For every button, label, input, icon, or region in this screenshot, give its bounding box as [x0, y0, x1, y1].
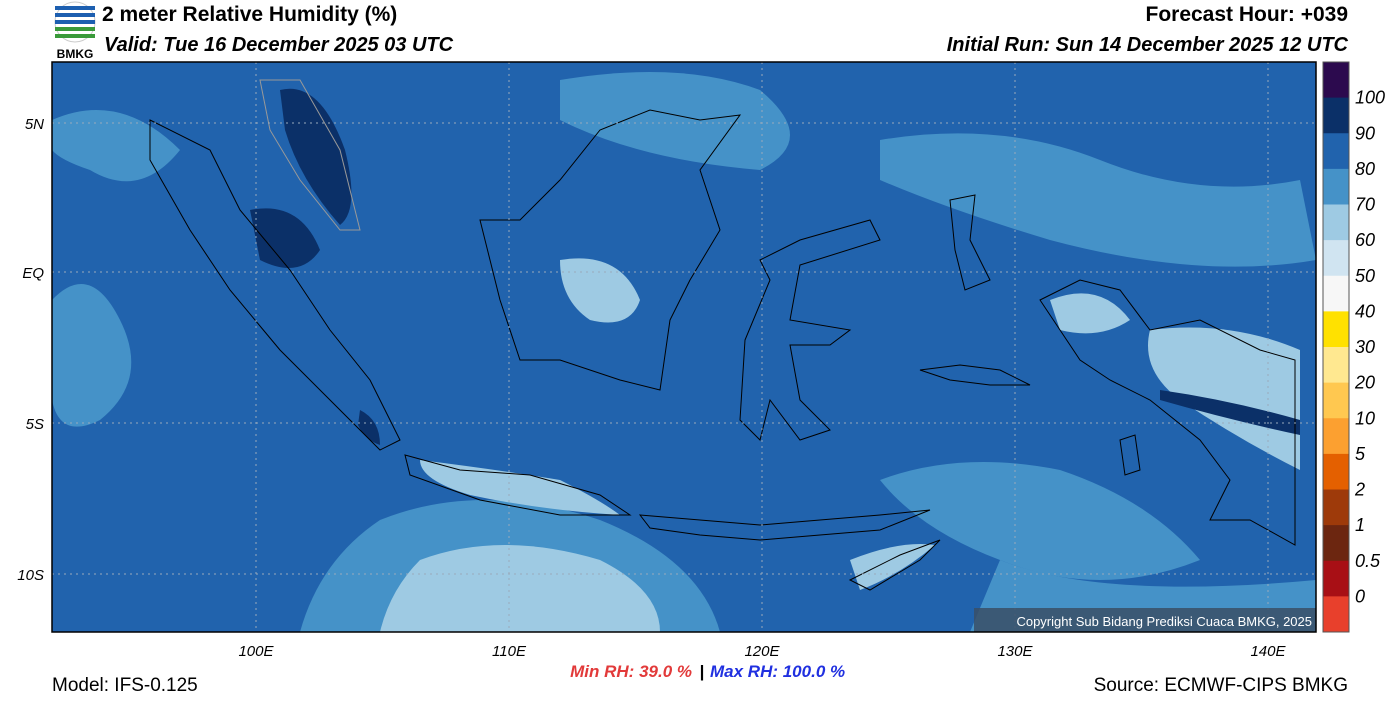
colorbar-segment	[1323, 62, 1349, 99]
colorbar-label: 30	[1355, 337, 1375, 357]
colorbar-label: 20	[1354, 373, 1375, 393]
logo-text: BMKG	[57, 47, 94, 61]
colorbar: 100 90 80 70 60 50 40 30 20 10 5 2 1 0.5 0	[1322, 61, 1385, 633]
colorbar-label: 100	[1355, 88, 1385, 108]
colorbar-label: 40	[1355, 301, 1375, 321]
colorbar-segment	[1323, 133, 1349, 170]
colorbar-label: 5	[1355, 444, 1366, 464]
lon-label: 120E	[744, 643, 780, 660]
lat-label: 10S	[17, 567, 44, 584]
max-rh: Max RH: 100.0 %	[710, 662, 845, 681]
colorbar-label: 60	[1355, 230, 1375, 250]
forecast-hour: Forecast Hour: +039	[1146, 3, 1349, 26]
title: 2 meter Relative Humidity (%)	[102, 3, 397, 26]
colorbar-segment	[1323, 311, 1349, 348]
lon-label: 140E	[1250, 643, 1286, 660]
colorbar-segment	[1323, 453, 1349, 490]
colorbar-segment	[1323, 97, 1349, 134]
map-frame	[51, 61, 1317, 633]
colorbar-segment	[1323, 525, 1349, 562]
colorbar-label: 10	[1355, 408, 1375, 428]
min-rh: Min RH: 39.0 %	[570, 662, 692, 681]
colorbar-label: 1	[1355, 515, 1365, 535]
initial-run: Initial Run: Sun 14 December 2025 12 UTC	[947, 34, 1349, 56]
colorbar-label: 0	[1355, 586, 1365, 606]
colorbar-segment	[1323, 168, 1349, 205]
colorbar-label: 90	[1355, 123, 1375, 143]
logo: BMKG	[54, 1, 96, 61]
separator: |	[700, 662, 705, 681]
model: Model: IFS-0.125	[52, 675, 198, 696]
lon-label: 110E	[492, 643, 527, 660]
copyright: Copyright Sub Bidang Prediksi Cuaca BMKG…	[1016, 614, 1312, 629]
colorbar-segment	[1323, 204, 1349, 241]
lon-label: 130E	[997, 643, 1033, 660]
colorbar-segment	[1323, 382, 1349, 419]
lat-label: EQ	[22, 265, 44, 282]
lat-label: 5N	[25, 116, 44, 133]
colorbar-label: 2	[1354, 480, 1365, 500]
colorbar-segment	[1323, 560, 1349, 597]
colorbar-frame	[1322, 61, 1350, 633]
map: Copyright Sub Bidang Prediksi Cuaca BMKG…	[52, 62, 1316, 632]
colorbar-label: 80	[1355, 159, 1375, 179]
colorbar-label: 0.5	[1355, 551, 1381, 571]
valid-time: Valid: Tue 16 December 2025 03 UTC	[104, 34, 454, 56]
colorbar-segment	[1323, 418, 1349, 455]
colorbar-label: 50	[1355, 266, 1375, 286]
graticule	[52, 62, 1316, 632]
colorbar-segment	[1323, 240, 1349, 277]
colorbar-segment	[1323, 596, 1349, 633]
lon-label: 100E	[238, 643, 274, 660]
source: Source: ECMWF-CIPS BMKG	[1094, 675, 1348, 696]
colorbar-segment	[1323, 275, 1349, 312]
lat-label: 5S	[26, 416, 44, 433]
colorbar-label: 70	[1355, 195, 1375, 215]
colorbar-segment	[1323, 347, 1349, 384]
colorbar-segment	[1323, 489, 1349, 526]
coastlines	[149, 79, 1296, 591]
